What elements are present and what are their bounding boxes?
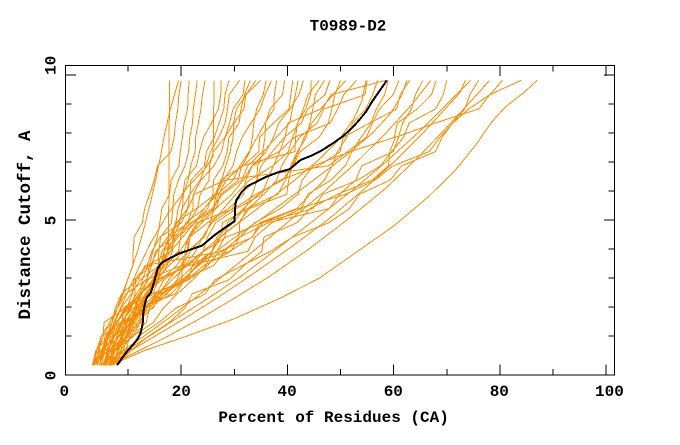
svg-text:Percent of Residues (CA): Percent of Residues (CA)	[218, 409, 448, 427]
svg-text:40: 40	[277, 383, 296, 401]
svg-text:80: 80	[490, 383, 509, 401]
svg-text:10: 10	[43, 56, 61, 75]
svg-text:5: 5	[43, 216, 61, 226]
svg-text:100: 100	[595, 383, 624, 401]
svg-text:20: 20	[172, 383, 191, 401]
svg-text:0: 0	[43, 371, 61, 381]
svg-text:60: 60	[384, 383, 403, 401]
svg-text:0: 0	[59, 383, 69, 401]
svg-text:T0989-D2: T0989-D2	[310, 17, 387, 35]
svg-text:Distance Cutoff, A: Distance Cutoff, A	[16, 130, 36, 320]
